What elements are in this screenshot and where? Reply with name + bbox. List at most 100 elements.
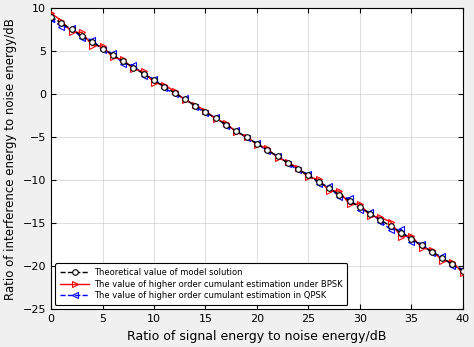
Theoretical value of model solution	[182, 97, 188, 101]
The value of higher order cumulant estimation in QPSK	[120, 62, 126, 66]
The value of higher order cumulant estimation in QPSK	[69, 26, 74, 30]
The value of higher order cumulant estimation under BPSK	[234, 130, 239, 134]
Theoretical value of model solution	[120, 59, 126, 63]
The value of higher order cumulant estimation in QPSK	[295, 168, 301, 172]
The value of higher order cumulant estimation in QPSK	[378, 220, 383, 224]
Theoretical value of model solution	[388, 224, 393, 228]
Theoretical value of model solution	[264, 148, 270, 152]
Theoretical value of model solution	[202, 110, 208, 114]
The value of higher order cumulant estimation in QPSK	[316, 181, 321, 186]
Theoretical value of model solution	[130, 66, 136, 70]
Theoretical value of model solution	[419, 243, 424, 247]
Theoretical value of model solution	[326, 186, 332, 190]
Theoretical value of model solution	[460, 269, 465, 273]
The value of higher order cumulant estimation under BPSK	[367, 214, 373, 218]
Theoretical value of model solution	[234, 129, 239, 133]
The value of higher order cumulant estimation in QPSK	[202, 111, 208, 115]
X-axis label: Ratio of signal energy to noise energy/dB: Ratio of signal energy to noise energy/d…	[127, 330, 387, 343]
The value of higher order cumulant estimation under BPSK	[79, 30, 85, 34]
Theoretical value of model solution	[58, 21, 64, 25]
Line: The value of higher order cumulant estimation under BPSK: The value of higher order cumulant estim…	[48, 10, 465, 276]
The value of higher order cumulant estimation under BPSK	[202, 109, 208, 113]
The value of higher order cumulant estimation under BPSK	[120, 57, 126, 61]
The value of higher order cumulant estimation under BPSK	[429, 248, 435, 252]
The value of higher order cumulant estimation in QPSK	[90, 37, 95, 42]
The value of higher order cumulant estimation under BPSK	[460, 271, 465, 276]
The value of higher order cumulant estimation under BPSK	[130, 67, 136, 71]
The value of higher order cumulant estimation under BPSK	[264, 146, 270, 151]
The value of higher order cumulant estimation under BPSK	[151, 81, 157, 85]
The value of higher order cumulant estimation under BPSK	[162, 83, 167, 87]
Legend: Theoretical value of model solution, The value of higher order cumulant estimati: Theoretical value of model solution, The…	[55, 263, 347, 305]
Theoretical value of model solution	[90, 40, 95, 44]
Theoretical value of model solution	[367, 211, 373, 215]
The value of higher order cumulant estimation in QPSK	[388, 228, 393, 232]
Theoretical value of model solution	[192, 103, 198, 108]
Theoretical value of model solution	[398, 230, 404, 235]
Line: Theoretical value of model solution: Theoretical value of model solution	[48, 14, 465, 273]
The value of higher order cumulant estimation in QPSK	[58, 25, 64, 29]
The value of higher order cumulant estimation under BPSK	[419, 246, 424, 250]
Theoretical value of model solution	[409, 237, 414, 241]
The value of higher order cumulant estimation in QPSK	[274, 153, 280, 158]
The value of higher order cumulant estimation in QPSK	[429, 251, 435, 255]
Theoretical value of model solution	[223, 122, 229, 127]
Theoretical value of model solution	[378, 218, 383, 222]
The value of higher order cumulant estimation in QPSK	[285, 162, 291, 166]
The value of higher order cumulant estimation in QPSK	[110, 51, 116, 55]
Theoretical value of model solution	[151, 78, 157, 82]
The value of higher order cumulant estimation under BPSK	[192, 103, 198, 107]
The value of higher order cumulant estimation in QPSK	[172, 92, 177, 96]
Theoretical value of model solution	[450, 262, 456, 266]
The value of higher order cumulant estimation in QPSK	[409, 239, 414, 244]
The value of higher order cumulant estimation in QPSK	[460, 267, 465, 271]
Theoretical value of model solution	[213, 116, 219, 120]
Theoretical value of model solution	[100, 46, 105, 51]
The value of higher order cumulant estimation in QPSK	[306, 172, 311, 176]
Theoretical value of model solution	[337, 193, 342, 197]
The value of higher order cumulant estimation in QPSK	[223, 124, 229, 128]
The value of higher order cumulant estimation under BPSK	[48, 11, 54, 15]
The value of higher order cumulant estimation under BPSK	[100, 44, 105, 48]
The value of higher order cumulant estimation in QPSK	[192, 104, 198, 109]
Theoretical value of model solution	[295, 167, 301, 171]
The value of higher order cumulant estimation under BPSK	[58, 18, 64, 23]
The value of higher order cumulant estimation under BPSK	[388, 220, 393, 224]
The value of higher order cumulant estimation in QPSK	[48, 17, 54, 22]
The value of higher order cumulant estimation in QPSK	[254, 141, 260, 145]
The value of higher order cumulant estimation in QPSK	[141, 74, 146, 78]
The value of higher order cumulant estimation in QPSK	[419, 242, 424, 246]
The value of higher order cumulant estimation under BPSK	[357, 202, 363, 206]
The value of higher order cumulant estimation under BPSK	[378, 215, 383, 219]
The value of higher order cumulant estimation under BPSK	[295, 166, 301, 170]
Theoretical value of model solution	[141, 72, 146, 76]
The value of higher order cumulant estimation under BPSK	[337, 189, 342, 193]
Theoretical value of model solution	[110, 53, 116, 57]
The value of higher order cumulant estimation in QPSK	[244, 136, 249, 140]
The value of higher order cumulant estimation under BPSK	[254, 143, 260, 147]
Theoretical value of model solution	[306, 174, 311, 178]
The value of higher order cumulant estimation in QPSK	[337, 195, 342, 199]
The value of higher order cumulant estimation under BPSK	[285, 160, 291, 164]
The value of higher order cumulant estimation in QPSK	[398, 227, 404, 231]
The value of higher order cumulant estimation in QPSK	[100, 48, 105, 52]
Line: The value of higher order cumulant estimation in QPSK: The value of higher order cumulant estim…	[48, 17, 465, 272]
Theoretical value of model solution	[162, 85, 167, 89]
The value of higher order cumulant estimation under BPSK	[409, 234, 414, 238]
Theoretical value of model solution	[254, 142, 260, 146]
The value of higher order cumulant estimation in QPSK	[450, 264, 456, 268]
The value of higher order cumulant estimation under BPSK	[398, 235, 404, 239]
Theoretical value of model solution	[48, 15, 54, 19]
Theoretical value of model solution	[79, 34, 85, 38]
The value of higher order cumulant estimation under BPSK	[172, 89, 177, 93]
The value of higher order cumulant estimation in QPSK	[346, 196, 352, 200]
Theoretical value of model solution	[244, 135, 249, 139]
The value of higher order cumulant estimation in QPSK	[264, 149, 270, 153]
The value of higher order cumulant estimation under BPSK	[244, 134, 249, 138]
Theoretical value of model solution	[285, 161, 291, 165]
The value of higher order cumulant estimation under BPSK	[182, 98, 188, 102]
The value of higher order cumulant estimation under BPSK	[439, 259, 445, 263]
The value of higher order cumulant estimation under BPSK	[141, 69, 146, 74]
The value of higher order cumulant estimation under BPSK	[450, 260, 456, 264]
The value of higher order cumulant estimation under BPSK	[306, 175, 311, 179]
